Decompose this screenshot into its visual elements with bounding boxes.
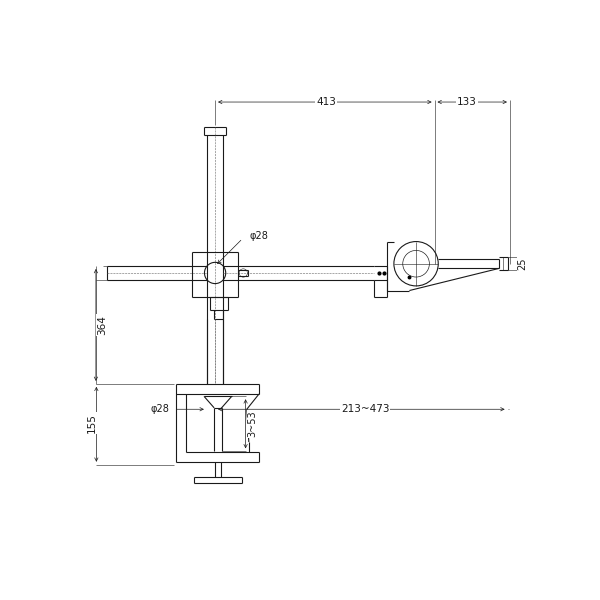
- Text: 25: 25: [517, 257, 527, 270]
- Text: 155: 155: [87, 413, 97, 433]
- Text: 413: 413: [316, 97, 336, 107]
- Text: 133: 133: [457, 97, 477, 107]
- Text: φ28: φ28: [250, 231, 269, 241]
- Text: 364: 364: [97, 315, 107, 335]
- Text: 3~53: 3~53: [248, 410, 257, 437]
- Text: φ28: φ28: [151, 404, 170, 414]
- Text: 213~473: 213~473: [341, 404, 389, 414]
